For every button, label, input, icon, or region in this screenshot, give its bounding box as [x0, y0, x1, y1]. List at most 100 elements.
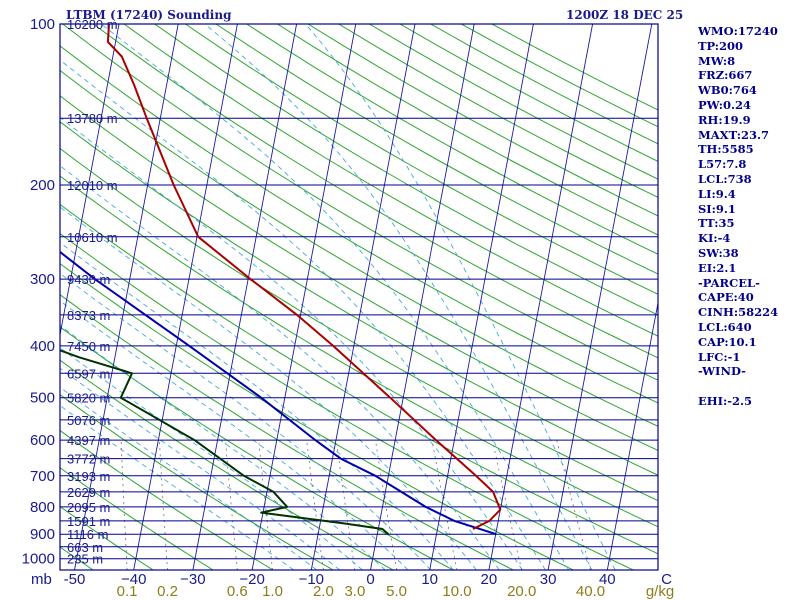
dry-adiabat-line [60, 429, 274, 570]
mixing-ratio-line [225, 440, 238, 570]
isotherm-line [192, 24, 298, 570]
mixing-ratio-lines [120, 440, 591, 570]
index-line: CAPE:40 [698, 290, 754, 305]
index-line [698, 379, 798, 394]
plot-frame [59, 23, 659, 571]
moist-adiabats [60, 24, 616, 570]
index-line: LI:9.4 [698, 186, 736, 201]
index-line: SW:38 [698, 245, 739, 260]
dry-adiabat-line [60, 203, 658, 555]
index-line: TH:5585 [698, 142, 754, 157]
temperature-tick-label: −40 [121, 571, 146, 588]
isotherm-line [370, 24, 475, 570]
height-label: 6597 m [67, 366, 110, 381]
dry-adiabat-line [60, 95, 658, 452]
mixing-ratio-label: 0.1 [117, 583, 138, 600]
mixing-ratio-line [375, 440, 397, 570]
moist-adiabat-line [100, 24, 569, 570]
pressure-label: 100 [30, 16, 55, 33]
mixing-ratio-label: 20.0 [507, 583, 536, 600]
height-label: 3772 m [67, 452, 110, 467]
pressure-label: 900 [30, 526, 55, 543]
mixing-ratio-line [335, 440, 356, 570]
dry-adiabat-line [185, 24, 658, 295]
isotherm-line [133, 24, 238, 570]
height-label: 1116 m [67, 527, 108, 542]
height-label: 12010 m [67, 178, 118, 193]
index-line: LCL:738 [698, 171, 752, 186]
dry-adiabat-line [154, 24, 658, 316]
pressure-label: 800 [30, 499, 55, 516]
pressure-label: 700 [30, 468, 55, 485]
height-label: 2095 m [67, 500, 110, 515]
pressure-label: 600 [30, 432, 55, 449]
index-line: RH:19.9 [698, 112, 751, 127]
dry-adiabats [60, 24, 658, 570]
temperature-tick-label: 10 [421, 571, 438, 588]
pressure-label: 500 [30, 390, 55, 407]
temperature-tick-label: −30 [180, 571, 205, 588]
dry-adiabat-line [60, 505, 154, 570]
moist-adiabat-line [60, 300, 409, 570]
pressure-label: 300 [30, 271, 55, 288]
dry-adiabat-line [60, 326, 454, 570]
isobars [60, 24, 658, 560]
index-line: CAP:10.1 [698, 334, 757, 349]
moist-adiabat-line [204, 24, 593, 570]
height-label: 663 m [67, 540, 103, 555]
mixing-ratio-label: 5.0 [386, 583, 407, 600]
height-label: 13780 m [67, 111, 118, 126]
height-label: 5076 m [67, 413, 110, 428]
isotherm-line [606, 300, 658, 570]
index-line: MAXT:23.7 [698, 127, 769, 142]
mixing-ratio-line [306, 440, 324, 570]
index-line: SI:9.1 [698, 201, 736, 216]
index-panel: WMO:17240 TP:200 MW:8 FRZ:667 WB0:764 PW:0.24… [698, 24, 798, 409]
index-line: KI:-4 [698, 231, 731, 246]
isotherm-line [429, 24, 534, 570]
moist-adiabat-line [60, 241, 454, 570]
valid-time: 1200Z 18 DEC 25 [566, 8, 684, 22]
temperature-tick-label: 20 [481, 571, 498, 588]
mixing-ratio-label: 1.0 [262, 583, 283, 600]
mixing-ratio-line [120, 440, 128, 570]
moist-adiabat-line [60, 367, 340, 570]
index-line: WB0:764 [698, 83, 757, 98]
dry-adiabat-line [60, 232, 634, 570]
mixing-ratio-line [159, 440, 168, 570]
dry-adiabat-line [215, 24, 658, 275]
height-label: 235 m [67, 552, 103, 567]
mixing-ratio-label: 0.6 [227, 583, 248, 600]
dry-adiabat-line [246, 24, 658, 255]
dry-adiabat-line [93, 24, 658, 359]
mixing-ratio-label: 2.0 [313, 583, 334, 600]
temperature-tick-label: −10 [299, 571, 324, 588]
dry-adiabat-line [60, 294, 514, 570]
axis-labels: 0.1 0.2 0.6 1.0 2.0 3.0 5.0 10.0 20.0 40.0 g/kg -50… [22, 16, 675, 600]
isotherm-line [251, 24, 357, 570]
station-title: LTBM (17240) Sounding [66, 8, 232, 22]
dry-adiabat-line [60, 175, 658, 528]
moist-adiabat-line [60, 386, 317, 570]
dry-adiabat-line [60, 467, 214, 570]
moist-adiabat-line [60, 272, 432, 570]
isotherm-line [60, 24, 120, 338]
index-line: TT:35 [698, 216, 735, 231]
index-line: PW:0.24 [698, 97, 752, 112]
pressure-label: 1000 [22, 551, 55, 568]
index-line: L57:7.8 [698, 157, 747, 172]
temperature-tick-label: 0 [366, 571, 374, 588]
moist-adiabat-line [60, 347, 363, 570]
moist-adiabat-line [60, 59, 546, 570]
isotherm-line [60, 24, 61, 26]
index-line: LFC:-1 [698, 349, 741, 364]
height-label: 2629 m [67, 485, 110, 500]
height-label: 4397 m [67, 433, 110, 448]
index-line: -WIND- [698, 364, 746, 379]
isotherm-line [0, 24, 1, 570]
index-line: CINH:58224 [698, 305, 779, 320]
pressure-unit-label: mb [31, 571, 52, 588]
index-line: -PARCEL- [698, 275, 760, 290]
mixing-ratio-unit: g/kg [646, 583, 674, 600]
